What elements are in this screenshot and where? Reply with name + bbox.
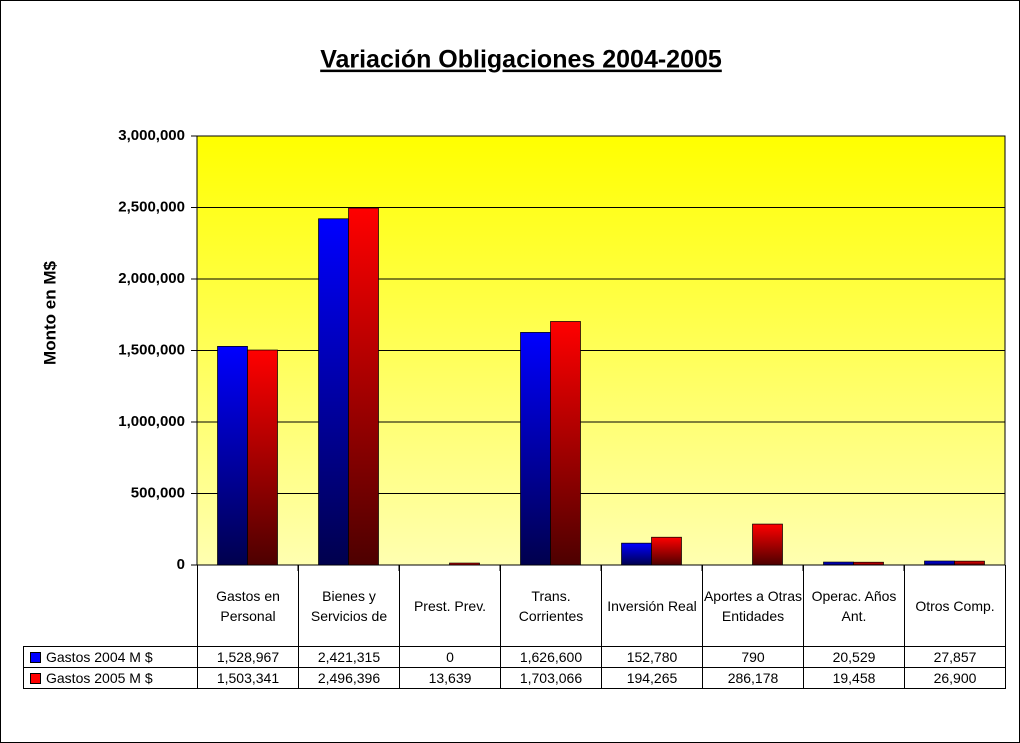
table-value: 2,496,396 (298, 667, 400, 689)
bar (348, 207, 379, 566)
legend-label: Gastos 2004 M $ (46, 649, 153, 665)
table-value: 19,458 (803, 667, 905, 689)
y-tick-label: 1,000,000 (118, 413, 185, 430)
table-value: 27,857 (904, 646, 1006, 668)
legend-swatch (30, 652, 41, 663)
table-value: 13,639 (399, 667, 501, 689)
table-value: 1,528,967 (197, 646, 299, 668)
table-value: 26,900 (904, 667, 1006, 689)
category-label: Otros Comp. (904, 565, 1006, 647)
table-value: 1,703,066 (500, 667, 602, 689)
bar (752, 523, 783, 566)
category-label: Prest. Prev. (399, 565, 501, 647)
data-table: Gastos en Personal Bienes y Servicios de P… (23, 565, 1006, 689)
y-tick-label: 2,500,000 (118, 198, 185, 215)
table-value: 1,503,341 (197, 667, 299, 689)
bar (217, 346, 248, 566)
y-tick-label: 0 (177, 556, 185, 573)
bar (621, 542, 652, 566)
table-value: 194,265 (601, 667, 703, 689)
table-corner (24, 565, 198, 647)
table-value: 1,626,600 (500, 646, 602, 668)
category-label: Trans. Corrientes (500, 565, 602, 647)
table-value: 2,421,315 (298, 646, 400, 668)
table-row: Gastos 2004 M $ 1,528,967 2,421,315 0 1,626,… (23, 646, 1006, 668)
table-value: 20,529 (803, 646, 905, 668)
bar (550, 321, 581, 566)
bar (449, 562, 480, 566)
category-label: Bienes y Servicios de (298, 565, 400, 647)
y-tick-label: 1,500,000 (118, 341, 185, 358)
bar (520, 332, 551, 566)
legend-swatch (30, 673, 41, 684)
table-value: 286,178 (702, 667, 804, 689)
y-axis-label: Monto en M$ (40, 261, 59, 365)
category-label: Aportes a Otras Entidades (702, 565, 804, 647)
chart-title: Variación Obligaciones 2004-2005 (320, 46, 722, 74)
category-label: Operac. Años Ant. (803, 565, 905, 647)
table-value: 0 (399, 646, 501, 668)
y-tick-label: 2,000,000 (118, 270, 185, 287)
y-tick-label: 3,000,000 (118, 127, 185, 144)
table-header-row: Gastos en Personal Bienes y Servicios de P… (24, 565, 1006, 647)
category-label: Inversión Real (601, 565, 703, 647)
bar (318, 218, 349, 566)
bar (651, 536, 682, 566)
category-label: Gastos en Personal (197, 565, 299, 647)
legend-entry: Gastos 2005 M $ (23, 667, 198, 689)
legend-entry: Gastos 2004 M $ (23, 646, 198, 668)
legend-label: Gastos 2005 M $ (46, 670, 153, 686)
table-value: 790 (702, 646, 804, 668)
bar (247, 349, 278, 566)
y-tick-label: 500,000 (131, 484, 185, 501)
table-value: 152,780 (601, 646, 703, 668)
table-row: Gastos 2005 M $1,503,341 2,496,396 13,639 1… (23, 667, 1006, 689)
